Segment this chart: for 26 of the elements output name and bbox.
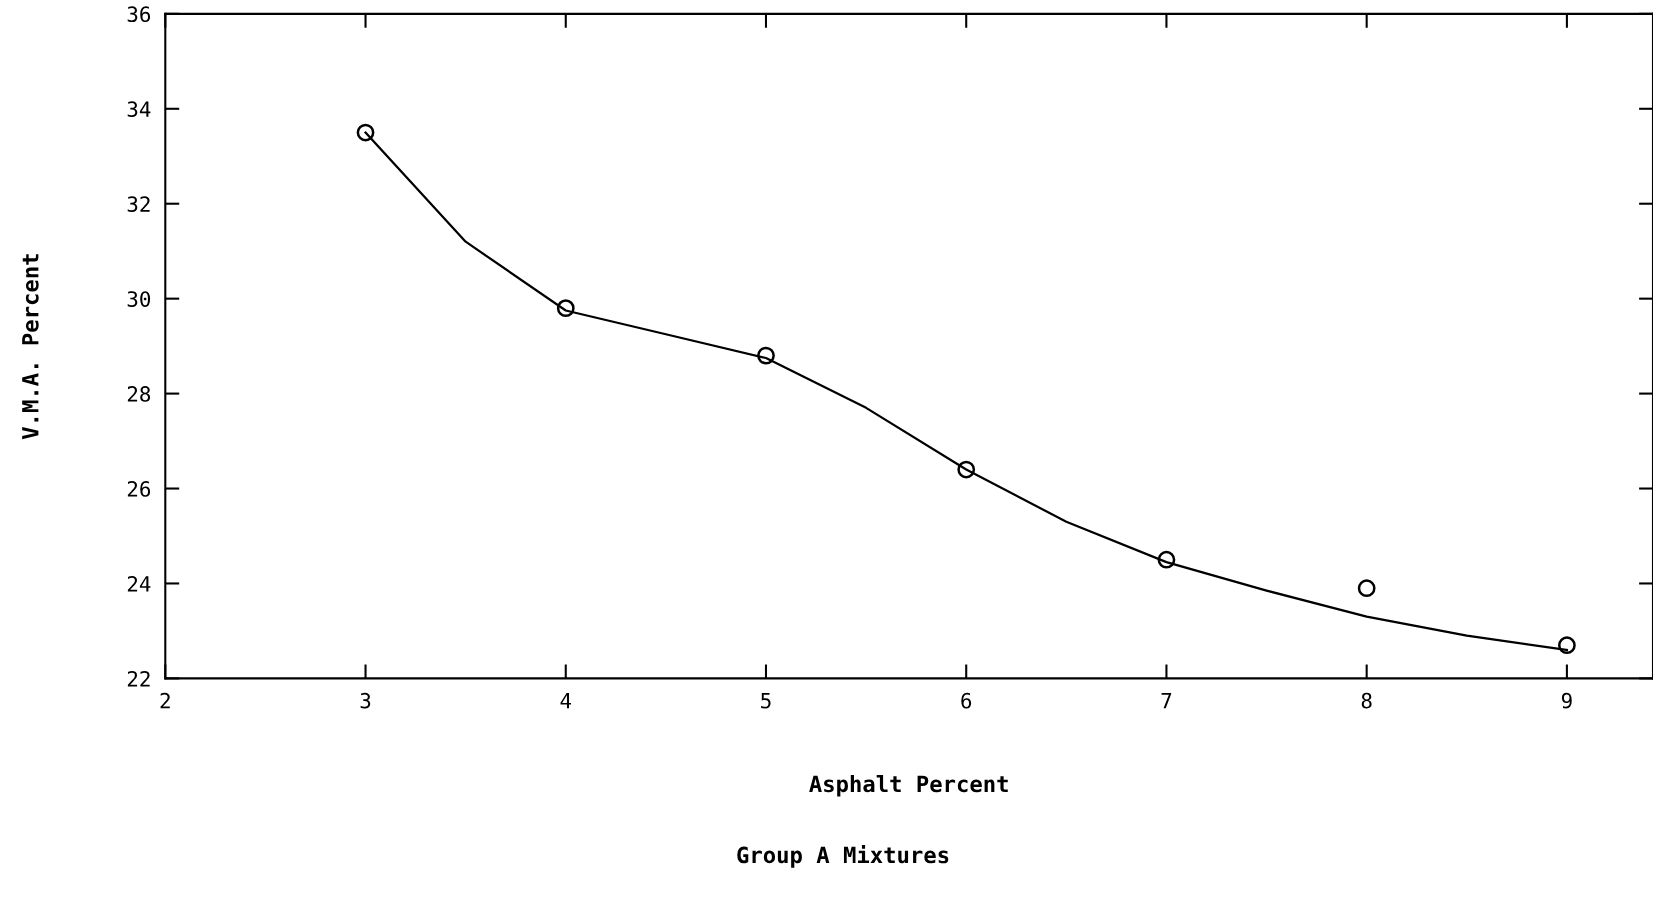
text: Group A Mixtures: [737, 844, 949, 868]
point: [556, 299, 575, 318]
x-tick-label: 3: [360, 692, 371, 709]
x-tick-label: 9: [1561, 692, 1572, 709]
y-tick-label: 34: [127, 101, 151, 118]
x-tick-label: 4: [560, 693, 572, 709]
y-tick-label: 26: [127, 481, 151, 497]
x-axis-title: Asphalt Percent: [809, 775, 1008, 797]
x-tick-label: 2: [160, 692, 170, 709]
x-tick-label: 6: [961, 692, 972, 709]
y-tick-label: 32: [127, 196, 150, 212]
y-tick-label: 30: [127, 291, 151, 307]
y-tick-label: 36: [127, 6, 151, 23]
point: [1558, 636, 1576, 655]
y-tick-label: 24: [127, 575, 151, 592]
point: [1357, 579, 1376, 598]
x-tick-label: 7: [1161, 693, 1172, 709]
y-tick-label: 22: [127, 670, 150, 687]
point: [957, 460, 976, 479]
x-tick-label: 8: [1361, 692, 1372, 709]
point: [356, 123, 375, 142]
y-axis-title: V.M.A. Percent: [22, 254, 39, 440]
point: [1157, 550, 1176, 569]
x-tick-label: 5: [761, 693, 771, 709]
y-tick-label: 28: [127, 386, 151, 402]
point: [757, 346, 775, 365]
